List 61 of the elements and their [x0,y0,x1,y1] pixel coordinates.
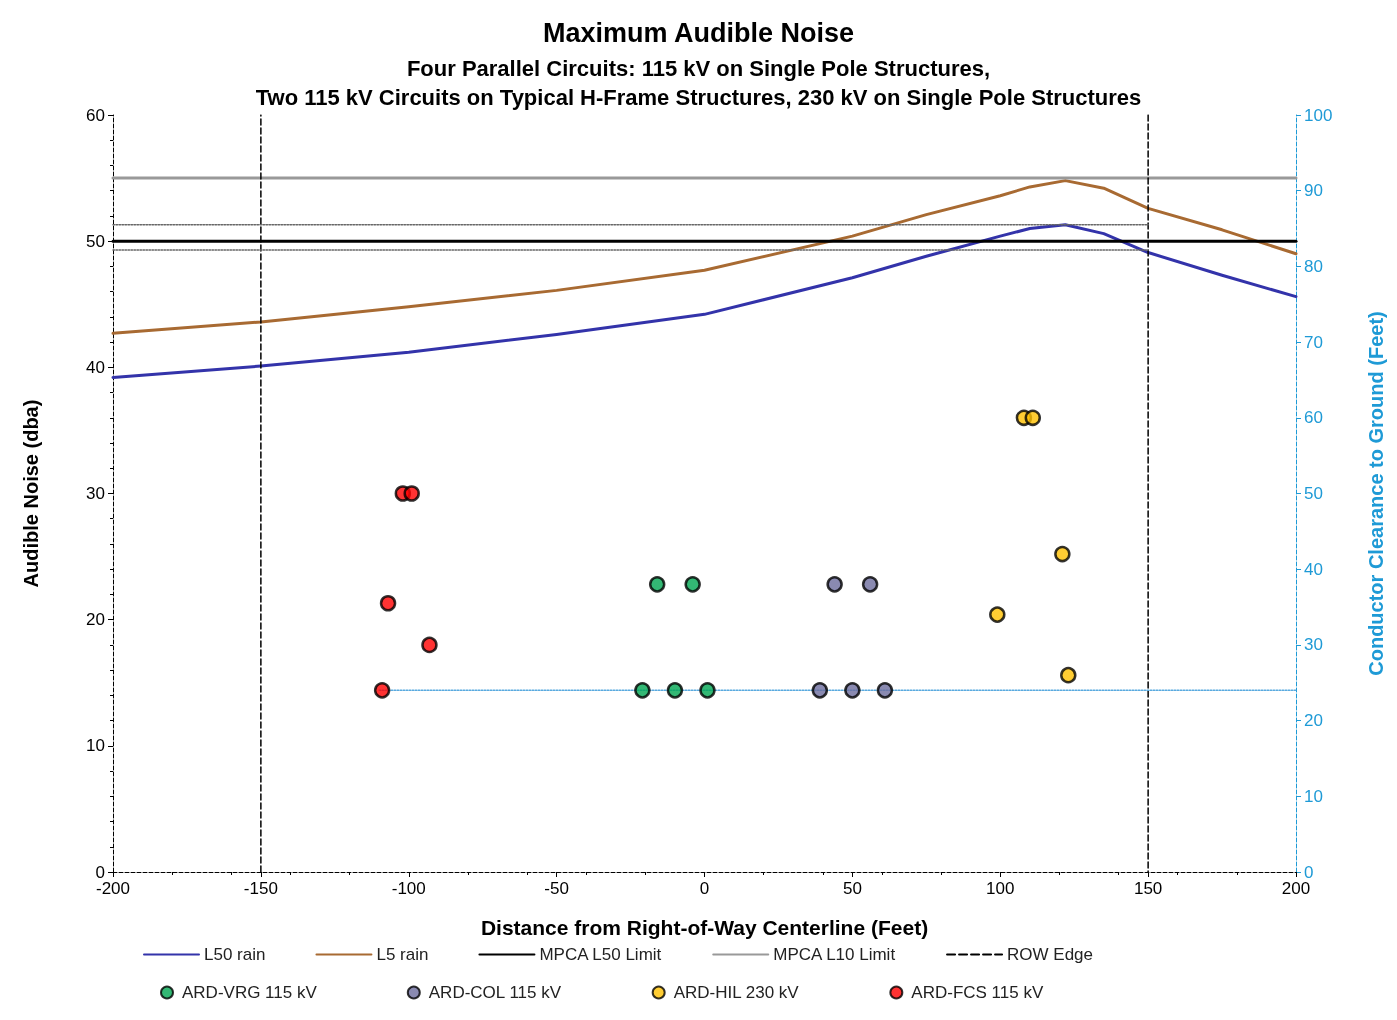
point [826,576,843,593]
x-tick-label: 200 [1281,879,1311,898]
point [989,606,1006,623]
x-tick-label: 0 [699,879,710,898]
y2-tick-label: 80 [1304,256,1323,276]
point [666,682,684,699]
x-tick-label: -100 [391,879,426,898]
y2-axis-title: Conductor Clearance to Ground (Feet) [1365,311,1387,676]
point [844,682,861,699]
y2-tick-label: 100 [1304,105,1333,125]
point [379,595,397,612]
y-tick-label: 10 [86,736,105,756]
x-tick-label: 150 [1133,879,1163,898]
x-tick-label: -50 [544,879,569,898]
legend-label: ARD-FCS 115 kV [911,983,1044,1002]
point [876,682,894,699]
point [699,682,716,699]
legend-label: ARD-VRG 115 kV [182,983,318,1002]
line-series [111,223,1298,379]
chart-title: Maximum Audible Noise [542,17,855,48]
y2-tick-label: 0 [1304,862,1314,882]
point [811,682,829,699]
y-axis-title: Audible Noise (dba) [20,399,42,588]
point [1054,545,1071,563]
legend-label: MPCA L10 Limit [773,945,896,964]
chart-subtitle: Four Parallel Circuits: 115 kV on Single Pole Structures, Two 115 kV Circuits on Typical H-Frame Structures, 230 kV on Single Pole Structures [255,56,1142,110]
y-tick-label: 0 [95,862,105,882]
point [684,576,701,593]
legend-label: L50 rain [204,945,266,964]
y2-tick-label: 50 [1304,484,1323,503]
y2-tick-label: 10 [1304,786,1323,806]
y-tick-label: 20 [86,610,105,630]
y-tick-label: 50 [86,231,105,251]
y2-tick-label: 60 [1304,408,1323,428]
y2-tick-label: 70 [1304,332,1323,352]
y-tick-label: 40 [86,357,105,377]
x-tick-label: -150 [243,879,278,898]
line-series [111,179,1298,335]
x-tick-label: 100 [986,879,1015,898]
legend-label: MPCA L50 Limit [539,945,662,964]
point [861,576,879,593]
legend-label: L5 rain [376,945,429,964]
legend-label: ROW Edge [1007,945,1094,964]
point [373,682,391,699]
y-tick-label: 60 [86,105,105,125]
y2-tick-label: 20 [1304,711,1323,731]
legend-label: ARD-HIL 230 kV [673,983,800,1002]
point [1024,409,1042,427]
y-tick-label: 30 [86,484,105,503]
x-tick-label: -200 [95,879,131,898]
point [403,485,420,502]
y2-tick-label: 30 [1304,635,1323,655]
point [1060,666,1077,684]
legend-label: ARD-COL 115 kV [428,983,562,1002]
point [421,636,438,654]
x-axis-title: Distance from Right-of-Way Centerline (Feet) [480,916,929,939]
point [634,682,651,699]
y2-tick-label: 40 [1304,559,1323,579]
point [648,576,666,593]
y2-tick-label: 90 [1304,181,1323,201]
x-tick-label: 50 [842,879,862,898]
